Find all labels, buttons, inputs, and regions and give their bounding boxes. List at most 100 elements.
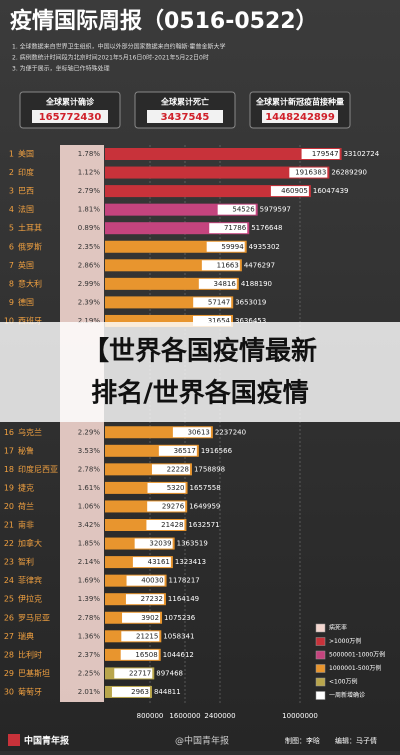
death-rate: 2.78% (78, 465, 101, 473)
weekly-box (270, 186, 309, 197)
rank: 5 (9, 224, 14, 233)
rank: 25 (4, 595, 14, 604)
rank: 28 (4, 650, 14, 659)
weekly-new: 43161 (148, 558, 170, 566)
weekly-new: 11663 (217, 261, 239, 269)
cases-label: 844811 (154, 688, 181, 696)
death-rate: 2.86% (78, 261, 101, 269)
footer-credit: 制图：李晗 (285, 736, 320, 745)
country: 英国 (18, 260, 34, 270)
weekly-new: 31654 (208, 317, 231, 325)
rank: 2 (9, 168, 14, 177)
weekly-new: 179547 (312, 150, 339, 158)
legend-label: 5000001-1000万例 (329, 651, 385, 659)
rank: 24 (4, 576, 14, 585)
weekly-new: 1916383 (295, 169, 326, 177)
cases-label: 1363519 (177, 540, 208, 548)
death-rate: 2.29% (78, 428, 101, 436)
death-rate: 3.42% (78, 521, 101, 529)
death-rate: 2.39% (78, 298, 101, 306)
legend-swatch (315, 650, 326, 660)
card-label: 全球累计死亡 (160, 97, 209, 107)
country: 比利时 (18, 649, 42, 659)
rank: 4 (9, 205, 14, 214)
card-value-bg (262, 110, 338, 123)
card-value-bg (147, 110, 223, 123)
weekly-box (147, 482, 186, 493)
death-rate: 2.35% (78, 243, 101, 251)
death-rate: 2.78% (78, 614, 101, 622)
country: 罗马尼亚 (18, 613, 50, 622)
rank: 19 (4, 483, 14, 492)
weekly-box (217, 204, 256, 215)
cases-label: 1058341 (163, 632, 194, 640)
rank: 7 (9, 261, 14, 270)
rank: 8 (9, 279, 14, 288)
cases-label: 1178217 (169, 577, 200, 585)
legend-swatch (315, 623, 326, 633)
country: 法国 (18, 204, 34, 214)
country: 智利 (18, 557, 34, 567)
death-rate: 2.01% (78, 688, 101, 696)
legend-label: >1000万例 (329, 637, 361, 645)
rank: 3 (9, 187, 14, 196)
cases-label: 1649959 (189, 502, 220, 510)
death-rate: 2.79% (78, 187, 101, 195)
x-tick-label: 10000000 (282, 712, 318, 720)
rank: 22 (4, 539, 14, 548)
weekly-new: 16508 (135, 651, 157, 659)
weekly-new: 5320 (167, 484, 185, 492)
legend-label: 1000001-500万例 (329, 664, 381, 672)
weekly-box (193, 315, 232, 326)
rank: 30 (4, 687, 14, 696)
rank: 18 (4, 465, 14, 474)
rank: 20 (4, 502, 14, 511)
country: 巴西 (18, 187, 34, 196)
legend-label: 一周新增确诊 (329, 691, 365, 699)
country: 德国 (18, 297, 34, 307)
x-tick-label: 1600000 (169, 712, 200, 720)
weekly-box (151, 464, 190, 475)
rank: 1 (9, 150, 14, 159)
country: 捷克 (18, 482, 34, 492)
note: 3. 为便于展示，坐标轴已作特殊处理 (12, 65, 110, 73)
weekly-box (111, 686, 150, 697)
cases-label: 5979597 (260, 206, 291, 214)
weekly-new: 59994 (221, 243, 244, 251)
weekly-box (134, 538, 173, 549)
death-rate: 1.36% (78, 632, 101, 640)
weekly-box (146, 520, 185, 530)
weekly-new: 3902 (141, 614, 159, 622)
cases-label: 1044612 (163, 651, 194, 659)
death-rate: 2.14% (78, 558, 101, 566)
country: 土耳其 (18, 223, 42, 233)
country: 秘鲁 (18, 445, 34, 455)
card-value: 1448242899 (265, 112, 335, 123)
cases-label: 4188190 (241, 280, 272, 288)
weekly-box (289, 167, 328, 178)
weekly-box (121, 631, 160, 642)
rank: 16 (4, 428, 14, 437)
cases-label: 5176648 (251, 224, 282, 232)
death-rate: 2.37% (78, 651, 101, 659)
weekly-new: 57147 (208, 298, 230, 306)
weekly-new: 460905 (281, 187, 308, 195)
weekly-box (120, 649, 159, 660)
cases-label: 1632571 (188, 521, 219, 529)
summary-cards: 全球累计确诊 165772430 全球累计死亡 3437545 全球累计新冠疫苗接种量 1… (19, 91, 351, 129)
rank: 29 (4, 669, 14, 678)
weekly-new: 29276 (162, 502, 185, 510)
cases-label: 1758898 (194, 465, 225, 473)
country: 西班牙 (18, 315, 42, 325)
cases-label: 1657558 (190, 484, 221, 492)
footer-logo: 中国青年报 (24, 735, 69, 747)
rank: 26 (4, 613, 14, 622)
card-label: 全球累计确诊 (45, 97, 95, 107)
bar (105, 185, 311, 198)
weekly-box (193, 297, 232, 308)
country: 俄罗斯 (18, 241, 42, 251)
bar (105, 166, 330, 179)
rank: 27 (4, 632, 14, 641)
death-rate: 1.06% (78, 502, 101, 510)
